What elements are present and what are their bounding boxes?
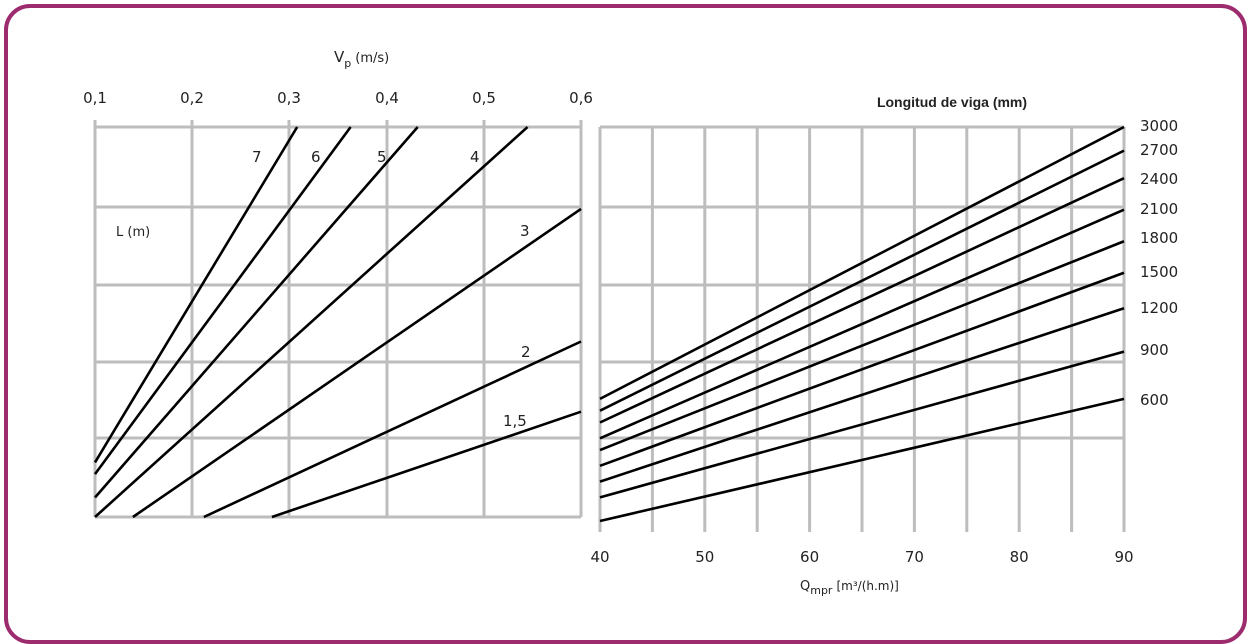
left-series-label: 7 <box>252 148 262 166</box>
left-series-label: 2 <box>521 343 531 361</box>
left-series-labels: 7 6 5 4 3 2 1,5 <box>252 148 531 430</box>
right-x-tick-label: 40 <box>590 548 609 566</box>
left-series-label: 4 <box>470 148 480 166</box>
chart-canvas: 0,1 0,2 0,3 0,4 0,5 0,6 7 6 5 4 3 2 1,5 Vp (m/s) L (… <box>83 48 1178 597</box>
left-grid <box>93 120 583 519</box>
right-series-label: 2400 <box>1140 170 1178 188</box>
right-series-line <box>599 307 1125 483</box>
left-series-line <box>93 126 352 475</box>
right-x-tick-label: 50 <box>695 548 714 566</box>
right-x-axis-label: Qmpr [m³/(h.m)] <box>800 579 899 597</box>
right-chart-title: Longitud de viga (mm) <box>877 94 1027 110</box>
left-x-tick-label: 0,6 <box>569 89 593 107</box>
left-x-tick-label: 0,3 <box>277 89 301 107</box>
right-series-label: 900 <box>1140 341 1169 359</box>
left-series-lines <box>93 126 582 519</box>
right-series-label: 600 <box>1140 391 1169 409</box>
right-series-line <box>599 240 1125 452</box>
left-series-label: 5 <box>377 148 387 166</box>
left-series-line <box>271 410 582 519</box>
right-x-tick-label: 80 <box>1010 548 1029 566</box>
left-x-tick-label: 0,4 <box>375 89 399 107</box>
left-series-line <box>94 126 419 499</box>
left-series-line <box>93 126 299 464</box>
left-series-line <box>132 207 582 519</box>
right-series-lines <box>599 125 1125 523</box>
right-series-line <box>599 397 1125 523</box>
right-series-line <box>599 208 1125 440</box>
right-series-label: 3000 <box>1140 117 1178 135</box>
left-x-tick-label: 0,2 <box>180 89 204 107</box>
right-series-line <box>599 125 1125 401</box>
left-x-tick-label: 0,1 <box>83 89 107 107</box>
left-series-line <box>203 340 582 519</box>
right-series-label: 1500 <box>1140 263 1178 281</box>
right-series-label: 1200 <box>1140 299 1178 317</box>
right-x-tick-label: 90 <box>1114 548 1133 566</box>
right-x-ticks: 40 50 60 70 80 90 <box>590 548 1133 566</box>
left-series-label: 6 <box>311 148 321 166</box>
right-series-line <box>599 271 1125 468</box>
right-series-line <box>599 149 1125 412</box>
left-x-ticks: 0,1 0,2 0,3 0,4 0,5 0,6 <box>83 89 593 107</box>
right-series-label: 1800 <box>1140 229 1178 247</box>
left-series-label: 3 <box>520 222 530 240</box>
right-x-tick-label: 70 <box>905 548 924 566</box>
chart-frame <box>4 4 1247 644</box>
right-series-label: 2100 <box>1140 200 1178 218</box>
right-x-tick-label: 60 <box>800 548 819 566</box>
left-x-tick-label: 0,5 <box>472 89 496 107</box>
right-grid <box>598 125 1126 532</box>
right-series-line <box>599 350 1125 499</box>
left-y-axis-label: L (m) <box>116 225 150 240</box>
left-x-axis-label: Vp (m/s) <box>334 48 389 70</box>
left-series-line <box>94 126 529 518</box>
right-series-label: 2700 <box>1140 141 1178 159</box>
left-series-label: 1,5 <box>503 412 527 430</box>
right-series-line <box>599 177 1125 424</box>
right-series-labels: 3000 2700 2400 2100 1800 1500 1200 900 600 <box>1140 117 1178 409</box>
